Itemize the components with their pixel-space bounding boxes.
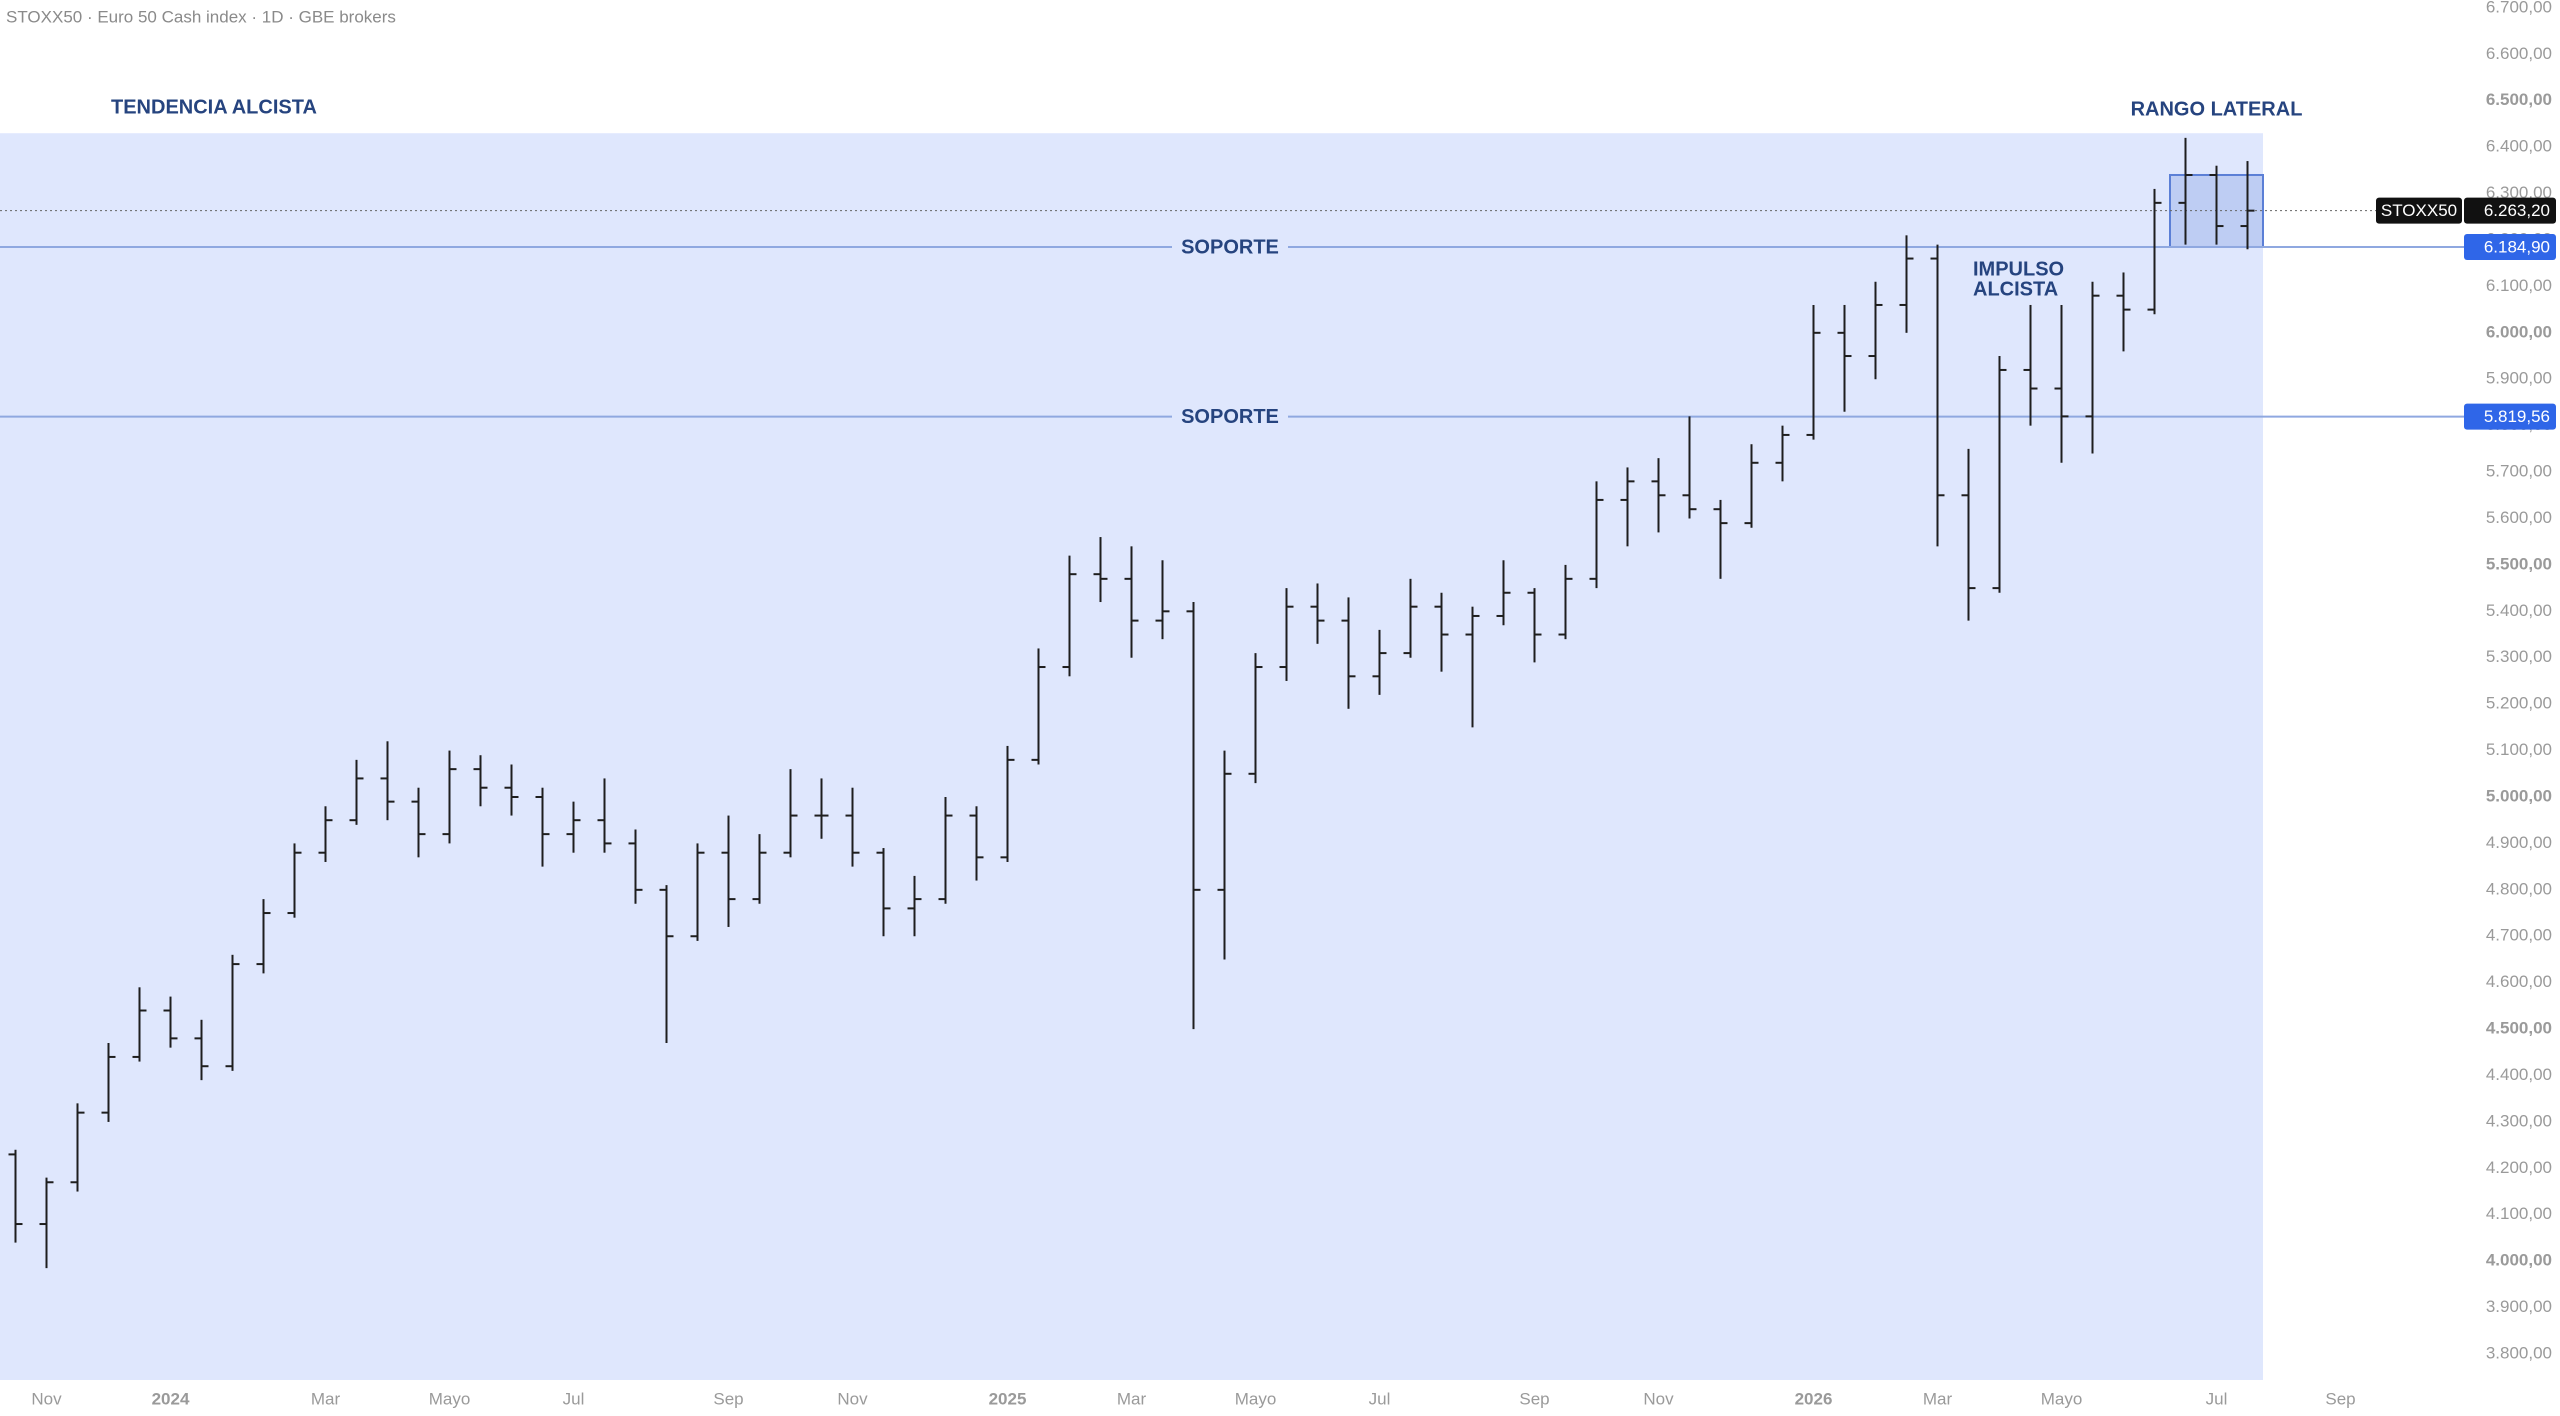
- y-tick-label: 5.000,00: [2486, 786, 2552, 805]
- support-label: SOPORTE: [1181, 406, 1279, 428]
- x-tick-label: Mar: [1923, 1389, 1953, 1408]
- y-tick-label: 5.900,00: [2486, 369, 2552, 388]
- overlay-layer: TENDENCIA ALCISTA 3.800,00 3.900,00 4.000,0…: [31, 0, 2556, 1408]
- y-tick-label: 6.500,00: [2486, 90, 2552, 109]
- support-label-bg: [1172, 233, 1288, 260]
- annotation: IMPULSO: [1973, 258, 2064, 280]
- y-tick-label: 3.900,00: [2486, 1297, 2552, 1316]
- annotation: RANGO LATERAL: [2131, 98, 2303, 120]
- x-tick-label: Jul: [1369, 1389, 1391, 1408]
- y-tick-label: 4.300,00: [2486, 1111, 2552, 1130]
- x-tick-label: Mayo: [1235, 1389, 1277, 1408]
- y-tick-label: 6.000,00: [2486, 322, 2552, 341]
- x-tick-label: Jul: [2206, 1389, 2228, 1408]
- y-tick-label: 5.200,00: [2486, 694, 2552, 713]
- price-tag-bg: [2464, 233, 2556, 260]
- x-tick-label: Mar: [1117, 1389, 1147, 1408]
- x-tick-label: 2024: [152, 1389, 190, 1408]
- x-tick-label: Sep: [2325, 1389, 2355, 1408]
- y-tick-label: 4.800,00: [2486, 879, 2552, 898]
- y-tick-label: 5.700,00: [2486, 462, 2552, 481]
- y-tick-label: 6.400,00: [2486, 137, 2552, 156]
- x-tick-label: Nov: [837, 1389, 868, 1408]
- last-price-tag-bg: [2464, 197, 2556, 224]
- trend-zone: [0, 133, 2263, 1380]
- annotation: TENDENCIA ALCISTA: [111, 96, 317, 118]
- y-tick-label: 5.100,00: [2486, 740, 2552, 759]
- y-tick-label: 3.800,00: [2486, 1343, 2552, 1362]
- annotation: ALCISTA: [1973, 278, 2058, 300]
- x-tick-label: Nov: [1643, 1389, 1674, 1408]
- x-tick-label: 2026: [1795, 1389, 1833, 1408]
- y-tick-label: 4.900,00: [2486, 833, 2552, 852]
- y-tick-label: 5.300,00: [2486, 647, 2552, 666]
- chart-header: STOXX50 · Euro 50 Cash index · 1D · GBE …: [6, 7, 396, 26]
- support-label: SOPORTE: [1181, 236, 1279, 258]
- price-tag-bg: [2464, 403, 2556, 430]
- y-tick-label: 4.700,00: [2486, 926, 2552, 945]
- bar-layer: [8, 137, 2255, 1269]
- x-tick-label: 2025: [989, 1389, 1027, 1408]
- y-tick-label: 6.100,00: [2486, 276, 2552, 295]
- y-tick-label: 4.600,00: [2486, 972, 2552, 991]
- x-tick-label: Jul: [563, 1389, 585, 1408]
- y-tick-label: 4.000,00: [2486, 1251, 2552, 1270]
- symbol-tag: STOXX50: [2381, 201, 2457, 220]
- y-tick-label: 4.400,00: [2486, 1065, 2552, 1084]
- y-tick-label: 4.100,00: [2486, 1204, 2552, 1223]
- x-tick-label: Mayo: [429, 1389, 471, 1408]
- x-tick-label: Sep: [713, 1389, 743, 1408]
- y-tick-label: 6.300,00: [2486, 183, 2552, 202]
- symbol-tag-bg: [2376, 197, 2462, 224]
- last-price-tag: 6.263,20: [2484, 201, 2550, 220]
- price-tag: 5.819,56: [2484, 407, 2550, 426]
- x-tick-label: Mar: [311, 1389, 341, 1408]
- y-tick-label: 5.400,00: [2486, 601, 2552, 620]
- x-tick-label: Mayo: [2041, 1389, 2083, 1408]
- support-label-bg: [1172, 403, 1288, 430]
- y-tick-label: 6.700,00: [2486, 0, 2552, 16]
- y-tick-label: 4.500,00: [2486, 1019, 2552, 1038]
- x-tick-label: Nov: [31, 1389, 62, 1408]
- y-tick-label: 5.500,00: [2486, 554, 2552, 573]
- y-tick-label: 6.600,00: [2486, 44, 2552, 63]
- zone-layer: [0, 133, 2264, 1380]
- price-tag: 6.184,90: [2484, 237, 2550, 256]
- x-tick-label: Sep: [1519, 1389, 1549, 1408]
- y-tick-label: 4.200,00: [2486, 1158, 2552, 1177]
- y-tick-label: 5.600,00: [2486, 508, 2552, 527]
